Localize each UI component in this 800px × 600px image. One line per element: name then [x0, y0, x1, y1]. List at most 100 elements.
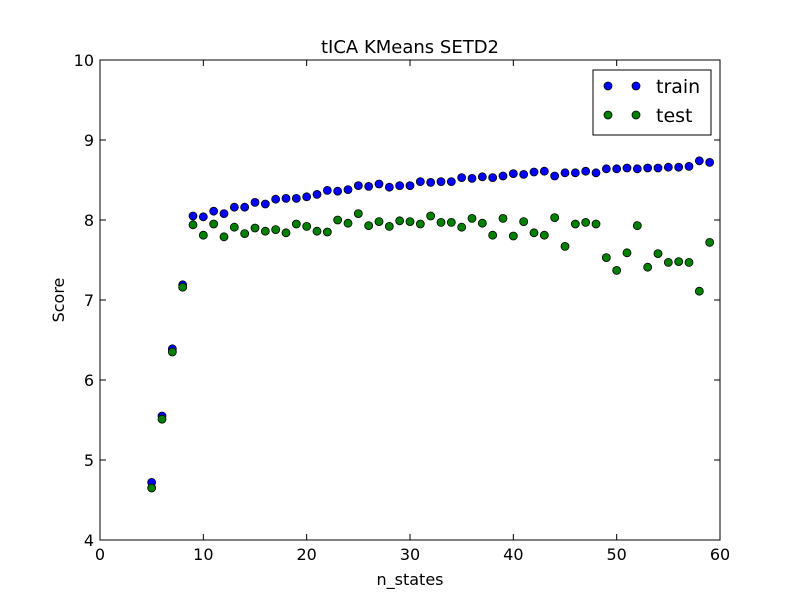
data-point-test: [384, 221, 394, 231]
legend-marker-train: [603, 81, 613, 91]
data-point-test: [643, 262, 653, 272]
y-tick-label: 9: [84, 131, 94, 150]
data-point-train: [353, 181, 363, 191]
data-point-test: [426, 211, 436, 221]
data-point-test: [281, 228, 291, 238]
data-point-test: [312, 226, 322, 236]
x-tick-label: 50: [606, 545, 626, 564]
data-point-train: [539, 166, 549, 176]
data-point-train: [591, 168, 601, 178]
legend-marker-test: [603, 110, 613, 120]
data-point-train: [384, 182, 394, 192]
data-point-test: [219, 232, 229, 242]
y-tick-label: 6: [84, 371, 94, 390]
data-point-train: [529, 167, 539, 177]
data-point-test: [477, 218, 487, 228]
data-point-test: [612, 265, 622, 275]
data-point-train: [250, 197, 260, 207]
axis-ticks: 0 10 20 30 40 50 60 4 5 6 7 8 9 10: [74, 51, 731, 564]
x-tick-label: 20: [296, 545, 316, 564]
data-point-test: [271, 225, 281, 235]
data-point-train: [395, 181, 405, 191]
data-point-train: [643, 163, 653, 173]
data-point-train: [364, 181, 374, 191]
y-tick-label: 10: [74, 51, 94, 70]
data-point-train: [612, 164, 622, 174]
legend-label-train: train: [656, 76, 700, 98]
data-point-test: [333, 215, 343, 225]
legend-marker-train: [631, 81, 641, 91]
data-point-test: [694, 286, 704, 296]
data-point-test: [157, 414, 167, 424]
data-point-test: [705, 237, 715, 247]
data-point-train: [488, 173, 498, 183]
legend-marker-test: [631, 110, 641, 120]
data-point-test: [550, 213, 560, 223]
data-point-test: [663, 257, 673, 267]
data-point-train: [271, 194, 281, 204]
data-point-test: [250, 223, 260, 233]
data-point-test: [209, 219, 219, 229]
data-point-test: [632, 221, 642, 231]
data-point-train: [209, 206, 219, 216]
data-point-test: [570, 219, 580, 229]
data-point-test: [188, 220, 198, 230]
data-point-test: [353, 209, 363, 219]
data-point-test: [374, 217, 384, 227]
legend-label-test: test: [656, 105, 693, 127]
data-point-train: [322, 185, 332, 195]
data-point-train: [498, 171, 508, 181]
y-tick-label: 7: [84, 291, 94, 310]
data-point-test: [229, 222, 239, 232]
data-point-test: [653, 249, 663, 259]
data-point-test: [322, 227, 332, 237]
data-point-train: [260, 199, 270, 209]
data-point-train: [477, 172, 487, 182]
data-point-train: [219, 209, 229, 219]
data-point-train: [519, 169, 529, 179]
data-point-test: [529, 228, 539, 238]
x-tick-label: 10: [193, 545, 213, 564]
data-point-train: [581, 166, 591, 176]
data-point-test: [436, 217, 446, 227]
data-point-test: [198, 230, 208, 240]
data-point-train: [240, 202, 250, 212]
data-point-test: [178, 282, 188, 292]
data-point-test: [343, 218, 353, 228]
data-point-test: [508, 231, 518, 241]
data-point-test: [457, 222, 467, 232]
data-point-test: [415, 219, 425, 229]
data-point-train: [694, 156, 704, 166]
data-point-train: [653, 163, 663, 173]
data-point-train: [436, 177, 446, 187]
data-point-train: [467, 173, 477, 183]
data-point-test: [601, 253, 611, 263]
data-point-train: [550, 171, 560, 181]
data-point-train: [415, 177, 425, 187]
data-point-test: [467, 213, 477, 223]
legend-frame: [592, 69, 712, 136]
data-point-train: [622, 163, 632, 173]
data-point-train: [426, 177, 436, 187]
data-point-test: [519, 217, 529, 227]
data-point-test: [240, 229, 250, 239]
data-point-test: [167, 347, 177, 357]
data-point-test: [395, 216, 405, 226]
legend: train test: [592, 69, 712, 136]
x-axis-label: n_states: [376, 570, 443, 590]
data-point-test: [147, 483, 157, 493]
y-tick-label: 5: [84, 451, 94, 470]
x-tick-label: 30: [400, 545, 420, 564]
data-point-test: [302, 221, 312, 231]
data-point-train: [198, 212, 208, 222]
data-point-train: [601, 164, 611, 174]
data-point-train: [508, 169, 518, 179]
data-point-train: [632, 164, 642, 174]
data-point-train: [229, 202, 239, 212]
x-tick-label: 0: [95, 545, 105, 564]
data-point-test: [446, 217, 456, 227]
data-point-train: [560, 168, 570, 178]
data-point-train: [405, 181, 415, 191]
data-point-train: [705, 157, 715, 167]
